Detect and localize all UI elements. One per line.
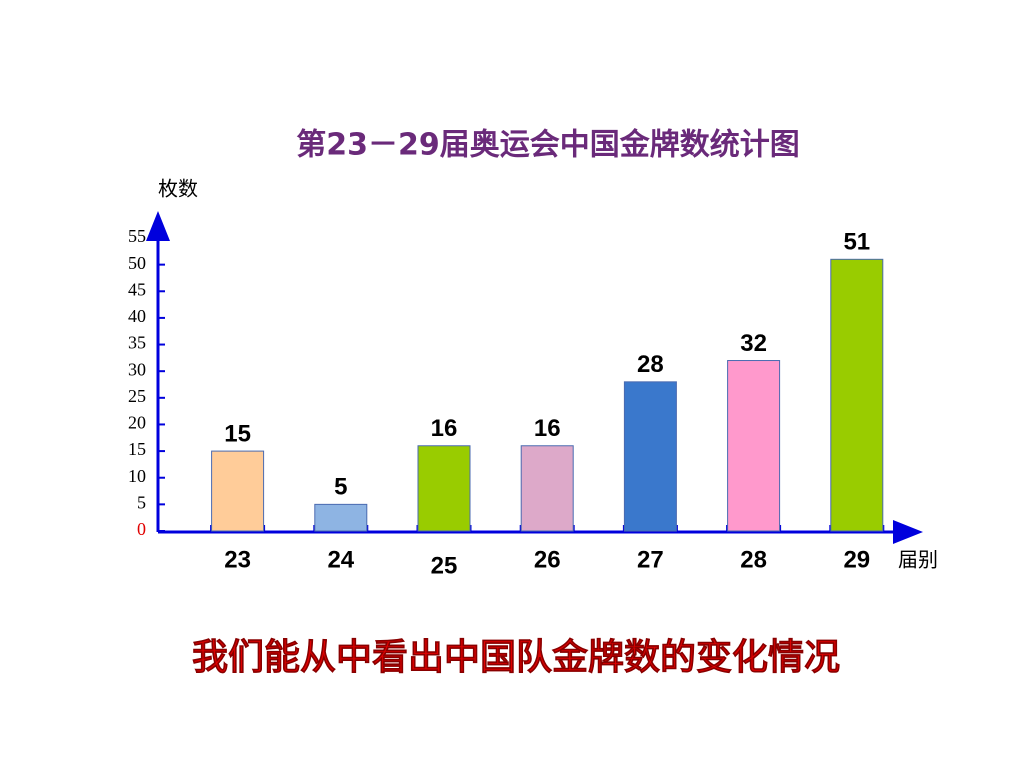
y-tick-label: 50	[128, 253, 146, 273]
bar	[417, 445, 471, 532]
value-label: 5	[334, 474, 347, 501]
y-tick-label: 10	[128, 466, 146, 486]
x-tick-label: 23	[224, 546, 251, 573]
chart-title: 第23－29届奥运会中国金牌数统计图	[296, 128, 800, 163]
y-tick-label: 45	[128, 279, 146, 299]
y-tick-label: 40	[128, 306, 146, 326]
value-label: 51	[843, 229, 870, 256]
y-tick-label: 55	[128, 226, 146, 246]
x-tick-label: 27	[637, 546, 664, 573]
x-tick-label: 24	[327, 546, 354, 573]
y-tick-label: 20	[128, 413, 146, 433]
y-tick-label: 35	[128, 333, 146, 353]
x-axis-label: 届别	[898, 548, 938, 572]
bar	[314, 503, 368, 532]
x-tick-label: 26	[534, 546, 561, 573]
y-tick-label: 25	[128, 386, 146, 406]
bar	[211, 450, 265, 532]
value-label: 15	[224, 420, 251, 447]
caption: 我们能从中看出中国队金牌数的变化情况	[192, 636, 840, 678]
value-label: 16	[431, 415, 458, 442]
y-tick-label: 30	[128, 359, 146, 379]
bar	[830, 258, 884, 532]
y-axis-label: 枚数	[158, 177, 198, 201]
value-label: 16	[534, 415, 561, 442]
bar	[623, 381, 677, 532]
bar	[520, 445, 574, 532]
value-label: 32	[740, 330, 767, 357]
bar	[727, 360, 781, 532]
value-label: 28	[637, 351, 664, 378]
x-tick-label: 29	[843, 546, 870, 573]
x-tick-label: 25	[431, 552, 458, 579]
x-tick-label: 28	[740, 546, 767, 573]
y-tick-label: 5	[137, 492, 146, 512]
y-tick-label: 0	[137, 519, 146, 539]
y-tick-label: 15	[128, 439, 146, 459]
